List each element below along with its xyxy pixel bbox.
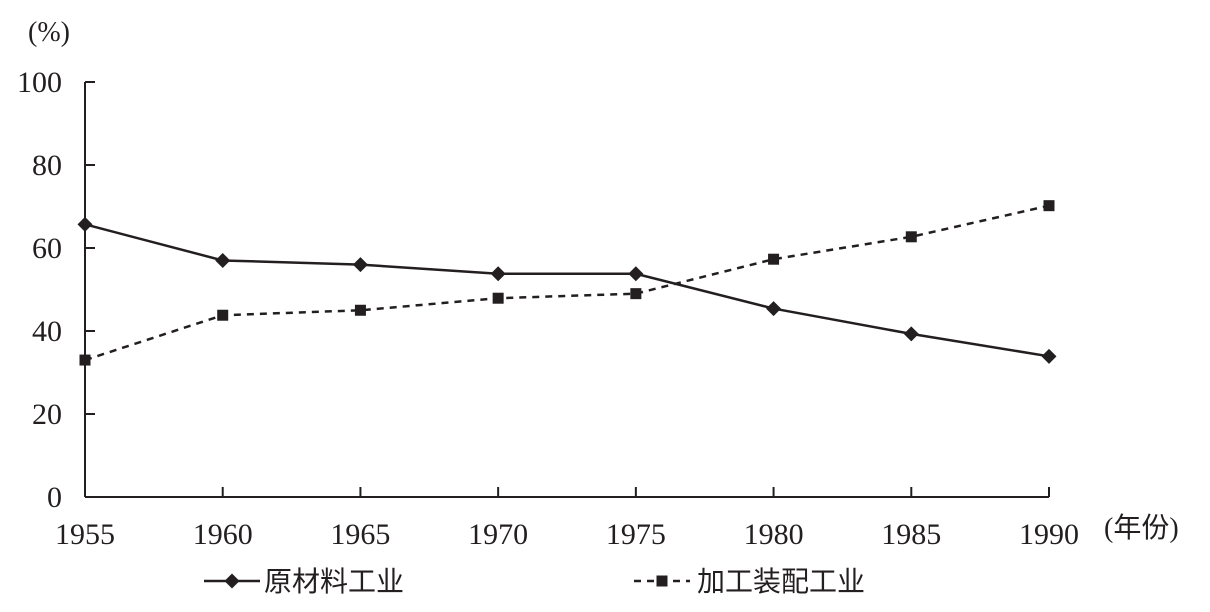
series-2-point: [217, 309, 229, 321]
series-2-point: [905, 231, 917, 243]
series-1-point: [903, 326, 919, 342]
x-tick-label: 1985: [881, 518, 941, 551]
legend-marker-1: [224, 573, 240, 589]
x-tick-label: 1965: [330, 518, 390, 551]
x-tick-label: 1955: [55, 518, 115, 551]
series-2-point: [1043, 200, 1055, 212]
y-axis-unit-label: (%): [28, 17, 70, 48]
series-1-point: [628, 266, 644, 282]
x-tick-label: 1975: [606, 518, 666, 551]
y-axis-ticks: 0 20 40 60 80 100: [17, 66, 95, 514]
series-1-point: [766, 301, 782, 317]
series-1: [77, 216, 1057, 364]
series-2-point: [492, 292, 504, 304]
series-layer: [77, 200, 1057, 366]
legend-item-2: 加工装配工业: [634, 565, 865, 598]
y-tick-label: 40: [32, 315, 62, 348]
series-2-point: [630, 288, 642, 300]
x-axis-unit-label: (年份): [1104, 512, 1179, 544]
series-2-point: [768, 253, 780, 265]
y-tick-label: 0: [47, 481, 62, 514]
series-1-point: [77, 216, 93, 232]
y-tick-label: 100: [17, 66, 62, 99]
series-2-point: [79, 354, 91, 366]
legend: 原材料工业 加工装配工业: [204, 565, 865, 598]
series-2-line: [84, 204, 1050, 362]
y-tick-label: 60: [32, 232, 62, 265]
x-tick-label: 1960: [193, 518, 253, 551]
series-1-point: [215, 252, 231, 268]
x-axis-ticks: 1955 1960 1965 1970 1975 1980 1985 1990: [55, 487, 1079, 551]
x-tick-label: 1990: [1019, 518, 1079, 551]
legend-label-2: 加工装配工业: [697, 565, 865, 598]
series-2-point: [354, 304, 366, 316]
series-1-point: [352, 257, 368, 273]
y-tick-label: 80: [32, 149, 62, 182]
legend-item-1: 原材料工业: [204, 565, 404, 598]
series-2: [79, 200, 1055, 366]
legend-marker-2: [656, 575, 668, 587]
x-tick-label: 1970: [468, 518, 528, 551]
y-tick-label: 20: [32, 398, 62, 431]
series-1-point: [490, 266, 506, 282]
x-tick-label: 1980: [744, 518, 804, 551]
series-1-line: [84, 223, 1050, 358]
legend-label-1: 原材料工业: [264, 565, 404, 598]
series-1-point: [1041, 348, 1057, 364]
